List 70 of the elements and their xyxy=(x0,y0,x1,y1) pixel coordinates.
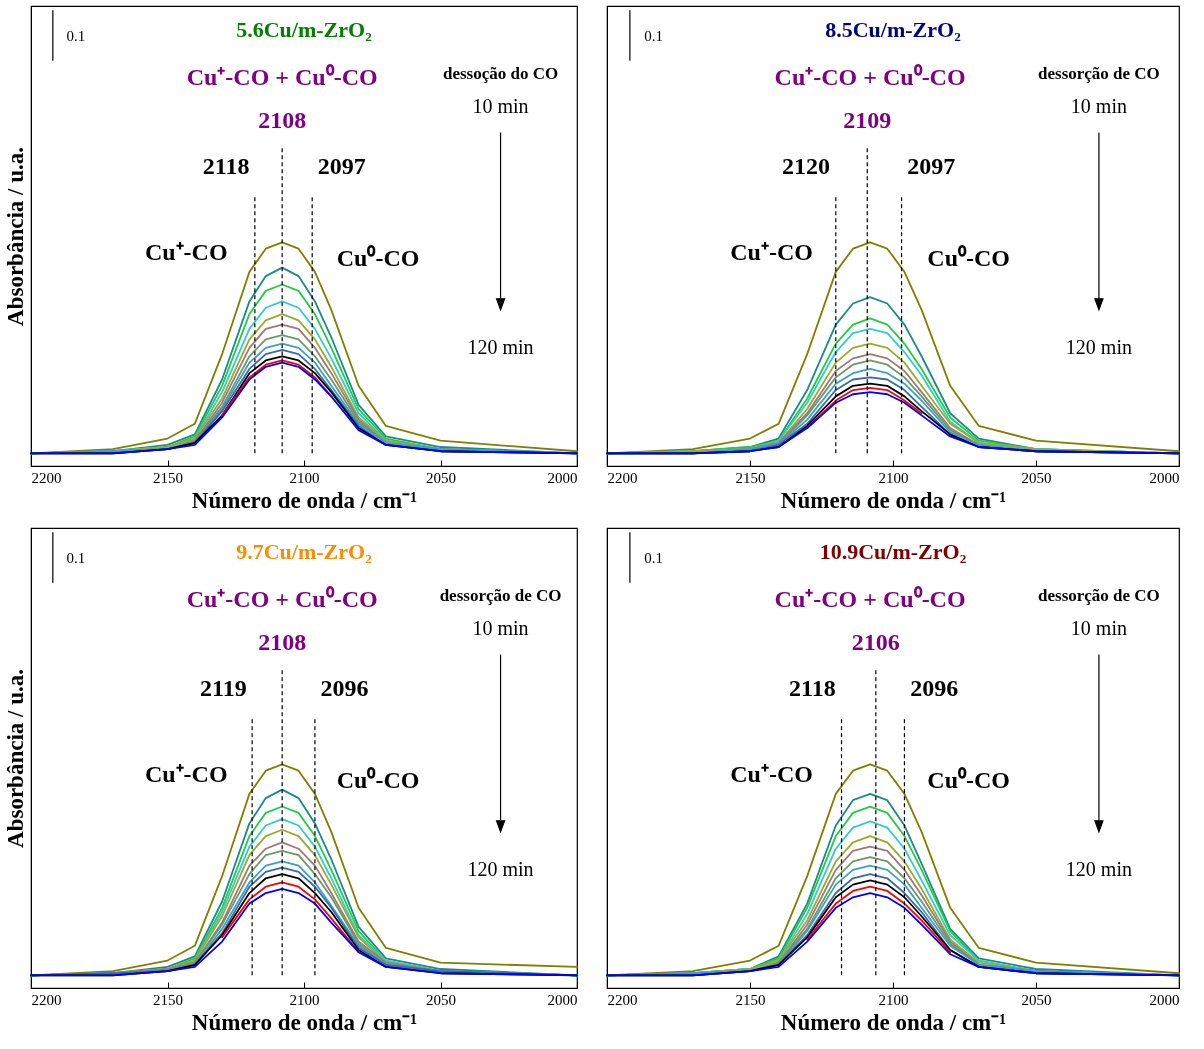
annotation: 120 min xyxy=(467,335,534,358)
chart-title: 8.5Cu/m-ZrO₂ xyxy=(825,17,962,42)
text: dessorção de CO xyxy=(1038,63,1160,83)
text: 10 min xyxy=(1070,617,1127,640)
x-tick-label: 2100 xyxy=(878,991,909,1008)
x-axis-title: Número de onda / cm⁻¹ xyxy=(780,1009,1007,1035)
x-axis-title: Número de onda / cm⁻¹ xyxy=(780,487,1007,513)
annotation: 120 min xyxy=(467,857,534,880)
annotation: Cu⁺-CO xyxy=(144,238,228,265)
x-tick-label: 2150 xyxy=(153,469,183,486)
x-tick-label: 2150 xyxy=(153,991,183,1008)
x-tick-label: 2000 xyxy=(1149,991,1180,1008)
text: Cu⁺-CO + Cu⁰-CO xyxy=(186,63,378,90)
text: Cu⁺-CO + Cu⁰-CO xyxy=(774,585,966,612)
text: 10 min xyxy=(472,617,529,640)
text: Cu⁺-CO + Cu⁰-CO xyxy=(186,585,378,612)
chart-title: 5.6Cu/m-ZrO₂ xyxy=(236,17,373,42)
text: 0.1 xyxy=(644,27,663,44)
ref-line-label: 2118 xyxy=(789,675,836,702)
text: 10 min xyxy=(1070,95,1127,118)
chart-title: 10.9Cu/m-ZrO₂ xyxy=(819,539,967,564)
x-tick-label: 2050 xyxy=(426,991,456,1008)
text: 0.1 xyxy=(66,549,86,566)
text: 0.1 xyxy=(644,549,663,566)
annotation: Cu⁰-CO xyxy=(336,767,420,794)
annotation: 120 min xyxy=(1065,335,1132,358)
annotation: Cu⁺-CO xyxy=(144,760,228,787)
x-tick-label: 2100 xyxy=(878,469,909,486)
x-tick-label: 2050 xyxy=(1021,991,1052,1008)
ref-line-label: 2096 xyxy=(320,675,369,702)
ref-line-label: 2108 xyxy=(258,106,307,133)
ref-line-label: 2106 xyxy=(851,628,900,655)
x-tick-label: 2150 xyxy=(735,469,766,486)
text: Cu⁺-CO + Cu⁰-CO xyxy=(774,63,966,90)
ref-line-label: 2119 xyxy=(199,675,247,702)
annotation: Cu⁺-CO xyxy=(730,760,813,787)
x-tick-label: 2000 xyxy=(547,469,578,486)
ref-line-label: 2096 xyxy=(910,675,959,702)
x-tick-label: 2150 xyxy=(735,991,766,1008)
x-tick-label: 2050 xyxy=(1021,469,1052,486)
annotation: 120 min xyxy=(1065,857,1132,880)
x-tick-label: 2000 xyxy=(547,991,578,1008)
annotation: Cu⁰-CO xyxy=(336,245,420,272)
x-axis-title: Número de onda / cm⁻¹ xyxy=(191,1009,418,1035)
x-tick-label: 2100 xyxy=(289,991,320,1008)
annotation: Cu⁺-CO xyxy=(730,238,813,265)
y-axis-title: Absorbância / u.a. xyxy=(2,147,28,326)
x-axis-title: Número de onda / cm⁻¹ xyxy=(191,487,418,513)
text: dessoção do CO xyxy=(442,63,559,83)
x-tick-label: 2200 xyxy=(31,469,62,486)
ref-line-label: 2108 xyxy=(258,628,307,655)
x-tick-label: 2050 xyxy=(426,469,456,486)
annotation: Cu⁰-CO xyxy=(927,245,1010,272)
x-tick-label: 2200 xyxy=(607,991,638,1008)
chart-title: 9.7Cu/m-ZrO₂ xyxy=(236,539,373,564)
text: 0.1 xyxy=(66,27,86,44)
text: dessorção de CO xyxy=(439,585,562,605)
y-axis-title: Absorbância / u.a. xyxy=(2,669,28,848)
x-tick-label: 2100 xyxy=(289,469,320,486)
annotation: Cu⁰-CO xyxy=(927,767,1010,794)
ref-line-label: 2120 xyxy=(782,153,831,180)
text: 10 min xyxy=(472,95,529,118)
x-tick-label: 2200 xyxy=(31,991,62,1008)
ref-line-label: 2097 xyxy=(907,153,956,180)
text: dessorção de CO xyxy=(1038,585,1160,605)
x-tick-label: 2200 xyxy=(607,469,638,486)
ref-line-label: 2118 xyxy=(202,153,250,180)
x-tick-label: 2000 xyxy=(1149,469,1180,486)
ref-line-label: 2109 xyxy=(843,106,892,133)
ref-line-label: 2097 xyxy=(317,153,366,180)
